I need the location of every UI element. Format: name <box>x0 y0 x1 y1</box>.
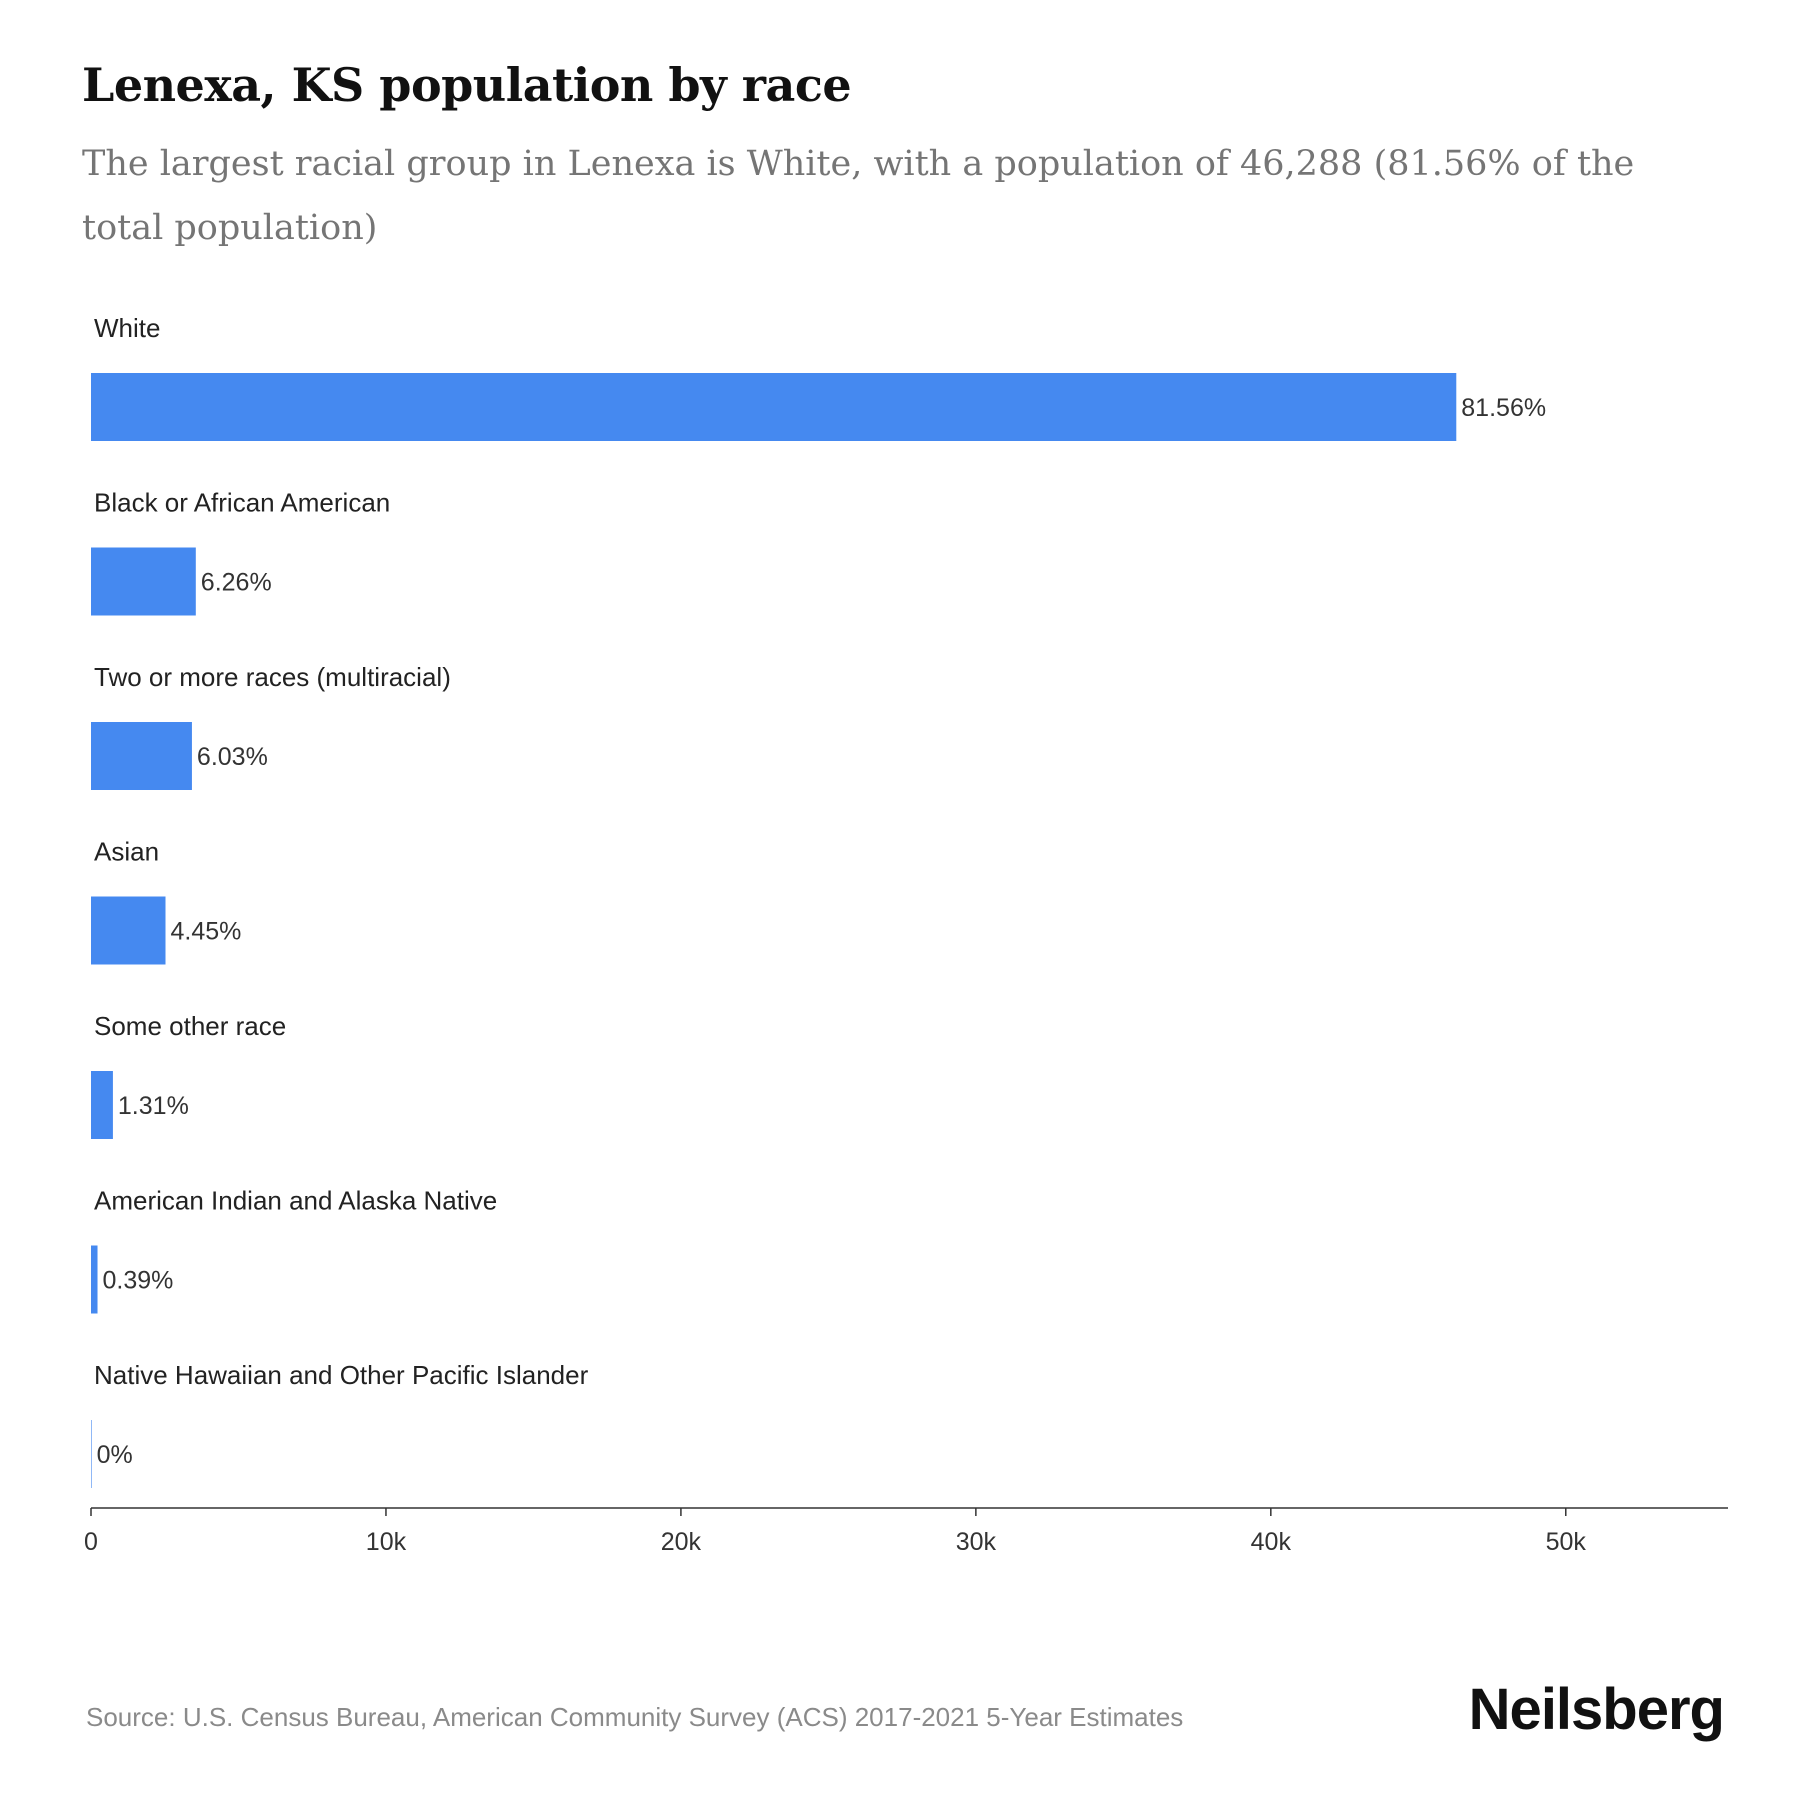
category-label: Some other race <box>94 1011 286 1041</box>
x-tick-label: 10k <box>366 1528 407 1556</box>
category-label: American Indian and Alaska Native <box>94 1186 497 1216</box>
source-note: Source: U.S. Census Bureau, American Com… <box>86 1702 1184 1732</box>
value-label: 0.39% <box>103 1267 174 1295</box>
category-label: Two or more races (multiracial) <box>94 662 451 692</box>
value-label: 4.45% <box>171 918 242 946</box>
value-label: 81.56% <box>1461 394 1546 422</box>
category-label: Native Hawaiian and Other Pacific Island… <box>94 1360 589 1390</box>
chart-title: Lenexa, KS population by race <box>82 58 852 112</box>
bar <box>91 373 1457 441</box>
x-tick-label: 20k <box>661 1528 702 1556</box>
brand-logo[interactable]: Neilsberg <box>1468 1677 1725 1742</box>
value-label: 6.26% <box>201 569 272 597</box>
category-label: Asian <box>94 837 159 867</box>
category-label: Black or African American <box>94 488 390 518</box>
chart-subtitle: The largest racial group in Lenexa is Wh… <box>82 144 1635 248</box>
bar <box>91 1245 98 1314</box>
bar <box>91 547 196 616</box>
bar <box>91 722 192 790</box>
x-tick-label: 0 <box>84 1528 98 1556</box>
x-tick-label: 30k <box>956 1528 997 1556</box>
category-label: White <box>94 313 160 343</box>
value-label: 0% <box>97 1441 133 1469</box>
value-label: 6.03% <box>197 743 268 771</box>
bar <box>91 896 166 965</box>
x-tick-label: 50k <box>1546 1528 1587 1556</box>
value-label: 1.31% <box>118 1092 189 1120</box>
bar <box>91 1420 92 1488</box>
bar <box>91 1071 113 1139</box>
x-tick-label: 40k <box>1251 1528 1292 1556</box>
